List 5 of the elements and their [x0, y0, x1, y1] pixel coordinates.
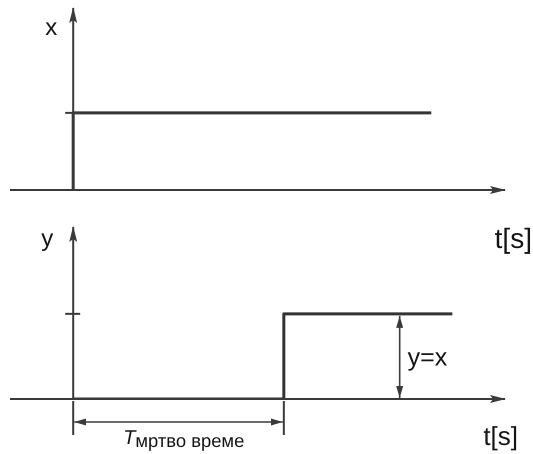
annotation: y=x [408, 343, 448, 372]
x-axis-title: t[s] [494, 223, 532, 254]
x-axis-title: t[s] [483, 421, 518, 451]
y-axis-title: y [41, 225, 54, 252]
y-axis-title: x [45, 14, 58, 41]
